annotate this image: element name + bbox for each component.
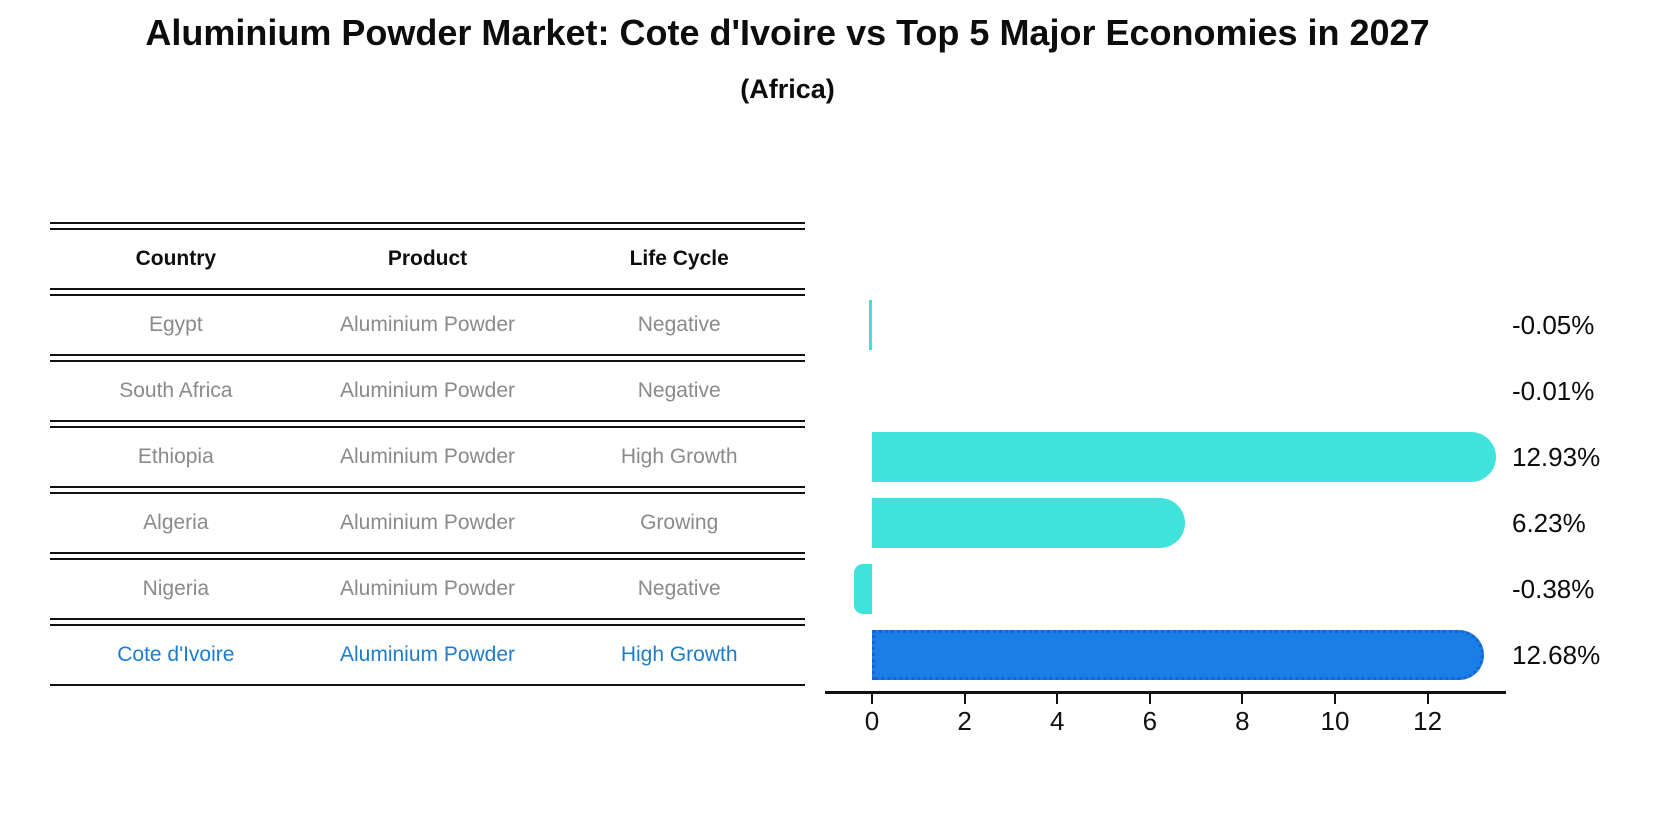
table-row-egypt: Egypt Aluminium Powder Negative (50, 294, 805, 356)
value-label-south-africa: -0.01% (1512, 376, 1595, 406)
table-cell-life-cycle: Negative (637, 313, 721, 336)
table-row-algeria: Algeria Aluminium Powder Growing (50, 492, 805, 554)
country-comparison-table: Country Product Life Cycle Egypt Alumini… (50, 222, 805, 686)
value-label-algeria: 6.23% (1512, 508, 1586, 538)
table-cell-product: Aluminium Powder (339, 511, 516, 534)
table-row-south-africa: South Africa Aluminium Powder Negative (50, 360, 805, 422)
x-tick-label-12: 12 (1413, 706, 1443, 736)
x-axis-line (825, 691, 1506, 694)
chart-subtitle: (Africa) (740, 74, 835, 104)
table-cell-life-cycle: High Growth (620, 445, 738, 468)
x-tick-mark-6 (1148, 694, 1151, 704)
table-cell-product: Aluminium Powder (339, 379, 516, 402)
table-cell-life-cycle: Negative (637, 577, 721, 600)
x-tick-mark-10 (1334, 694, 1336, 704)
table-cell-product: Aluminium Powder (339, 577, 516, 600)
table-header-life-cycle: Life Cycle (629, 247, 729, 270)
x-tick-label-8: 8 (1235, 706, 1250, 736)
x-tick-mark-12 (1426, 694, 1429, 704)
x-tick-label-4: 4 (1049, 706, 1065, 736)
table-cell-country: Nigeria (142, 577, 210, 600)
table-header-country: Country (135, 247, 217, 270)
x-tick-label-10: 10 (1320, 706, 1350, 736)
value-label-nigeria: -0.38% (1512, 574, 1595, 604)
chart-title: Aluminium Powder Market: Cote d'Ivoire v… (145, 12, 1430, 53)
x-tick-label-0: 0 (864, 706, 880, 736)
table-cell-country: Cote d'Ivoire (117, 643, 235, 666)
value-label-egypt: -0.05% (1512, 310, 1595, 340)
bar-egypt (868, 300, 872, 350)
x-tick-label-6: 6 (1142, 706, 1158, 736)
table-cell-product: Aluminium Powder (339, 313, 516, 336)
table-row-cote-d-ivoire: Cote d'Ivoire Aluminium Powder High Grow… (50, 624, 805, 686)
table-row-nigeria: Nigeria Aluminium Powder Negative (50, 558, 805, 620)
table-cell-life-cycle: High Growth (620, 643, 738, 666)
table-cell-life-cycle: Negative (637, 379, 721, 402)
bar-cote-d-ivoire (872, 630, 1485, 680)
table-row-ethiopia: Ethiopia Aluminium Powder High Growth (50, 426, 805, 488)
table-cell-country: Algeria (143, 511, 209, 534)
table-top-border (50, 222, 805, 224)
value-label-ethiopia: 12.93% (1512, 442, 1601, 472)
bar-ethiopia (872, 432, 1496, 482)
table-header-product: Product (387, 247, 468, 270)
table-cell-country: Ethiopia (137, 445, 214, 468)
bar-algeria (872, 498, 1186, 548)
x-tick-mark-4 (1056, 694, 1059, 704)
table-cell-product: Aluminium Powder (339, 643, 516, 666)
x-tick-mark-8 (1241, 694, 1244, 704)
table-cell-country: Egypt (148, 313, 203, 336)
table-cell-product: Aluminium Powder (339, 445, 516, 468)
table-cell-country: South Africa (119, 379, 233, 402)
x-tick-label-2: 2 (957, 706, 972, 736)
value-label-cote-d-ivoire: 12.68% (1512, 640, 1601, 670)
x-tick-mark-0 (871, 694, 873, 704)
table-cell-life-cycle: Growing (640, 511, 719, 534)
table-header-row: Country Product Life Cycle (50, 228, 805, 290)
x-tick-mark-2 (963, 694, 966, 704)
bar-chart: -0.05% -0.01% 12.93% 6.23% -0.38% 12.68% 0 2 4 6 8… (825, 270, 1679, 760)
bar-nigeria (854, 564, 872, 614)
